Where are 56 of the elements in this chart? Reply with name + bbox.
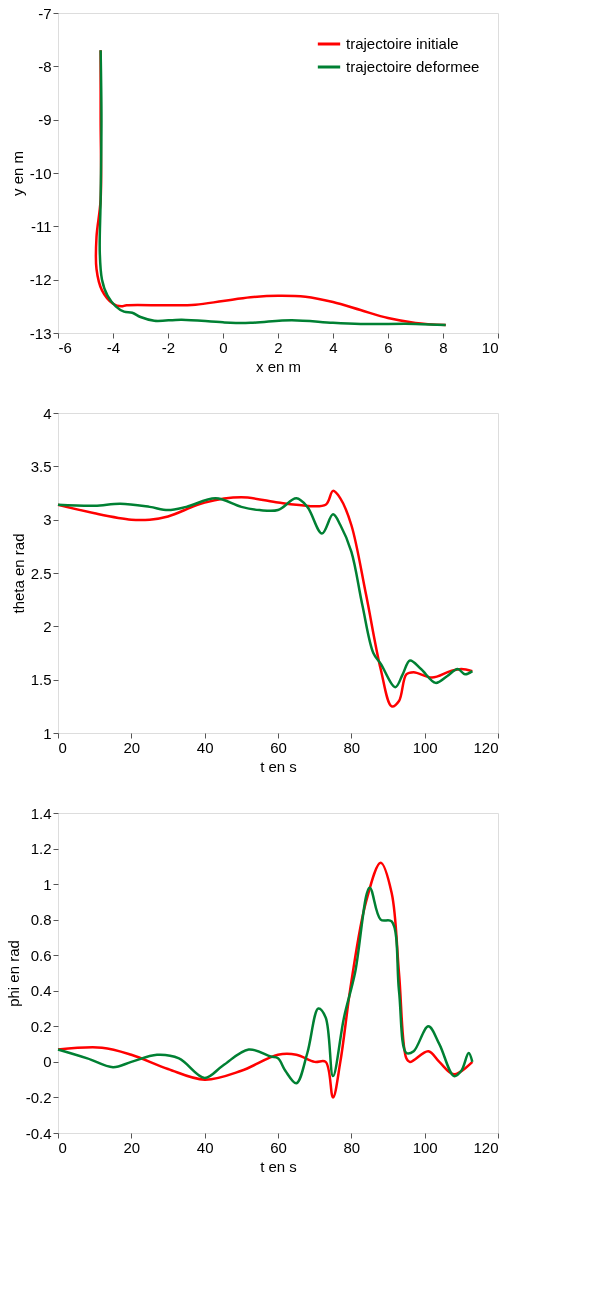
x-tick-label: -6 [58, 338, 72, 356]
y-tick-label: 0.2 [30, 1017, 52, 1035]
y-axis-title: y en m [8, 150, 26, 197]
y-tick-label: -0.4 [25, 1124, 52, 1142]
y-tick-label: 1 [43, 875, 52, 893]
x-tick-label: 2 [274, 338, 283, 356]
x-tick-label: 100 [412, 1138, 438, 1156]
y-tick-label: 1.4 [30, 804, 52, 822]
y-tick-label: -11 [30, 217, 52, 235]
line-series [56, 886, 474, 1085]
y-tick-label: -9 [38, 111, 52, 129]
x-tick-label: -2 [161, 338, 176, 356]
y-tick-label: -8 [38, 57, 52, 75]
x-tick-label: 60 [270, 738, 287, 756]
x-tick-label: 120 [473, 738, 499, 756]
x-tick-label: 40 [196, 738, 214, 756]
y-tick-label: 4 [43, 404, 52, 422]
y-tick-label: 3.5 [30, 457, 52, 475]
x-tick-label: -4 [106, 338, 121, 356]
x-tick-label: 0 [58, 738, 67, 756]
y-tick-label: 1.5 [30, 671, 52, 689]
y-tick-label: 0 [43, 1053, 52, 1071]
x-axis-title: t en s [260, 757, 297, 775]
x-tick-label: 4 [329, 338, 338, 356]
y-tick-label: 1 [43, 724, 52, 742]
y-tick-label: -10 [29, 164, 52, 182]
x-tick-label: 60 [270, 1138, 287, 1156]
x-tick-label: 20 [123, 1138, 141, 1156]
x-tick-label: 20 [123, 738, 141, 756]
x-axis-title: t en s [260, 1157, 297, 1175]
x-tick-label: 8 [439, 338, 448, 356]
x-tick-label: 80 [343, 738, 361, 756]
y-tick-label: -0.2 [25, 1088, 52, 1106]
y-tick-label: 2 [43, 617, 52, 635]
y-axis-title: theta en rad [9, 533, 27, 614]
x-tick-label: 80 [343, 1138, 361, 1156]
y-tick-label: 3 [43, 511, 52, 529]
x-tick-label: 10 [481, 338, 499, 356]
y-tick-label: 1.2 [30, 840, 52, 858]
x-tick-label: 6 [384, 338, 393, 356]
x-tick-label: 100 [412, 738, 438, 756]
y-tick-label: 0.4 [30, 982, 52, 1000]
legend-label: trajectoire deformee [346, 58, 480, 75]
y-tick-label: -7 [38, 4, 52, 22]
x-tick-label: 0 [58, 1138, 67, 1156]
y-tick-label: -13 [29, 324, 52, 342]
y-axis-title: phi en rad [4, 940, 22, 1007]
x-axis-title: x en m [255, 357, 302, 375]
y-tick-label: 0.8 [30, 911, 52, 929]
y-tick-label: 2.5 [30, 564, 52, 582]
y-tick-label: -12 [29, 271, 52, 289]
x-tick-label: 0 [219, 338, 228, 356]
legend-label: trajectoire initiale [346, 35, 459, 52]
x-tick-label: 40 [196, 1138, 214, 1156]
x-tick-label: 120 [473, 1138, 499, 1156]
y-tick-label: 0.6 [30, 946, 52, 964]
